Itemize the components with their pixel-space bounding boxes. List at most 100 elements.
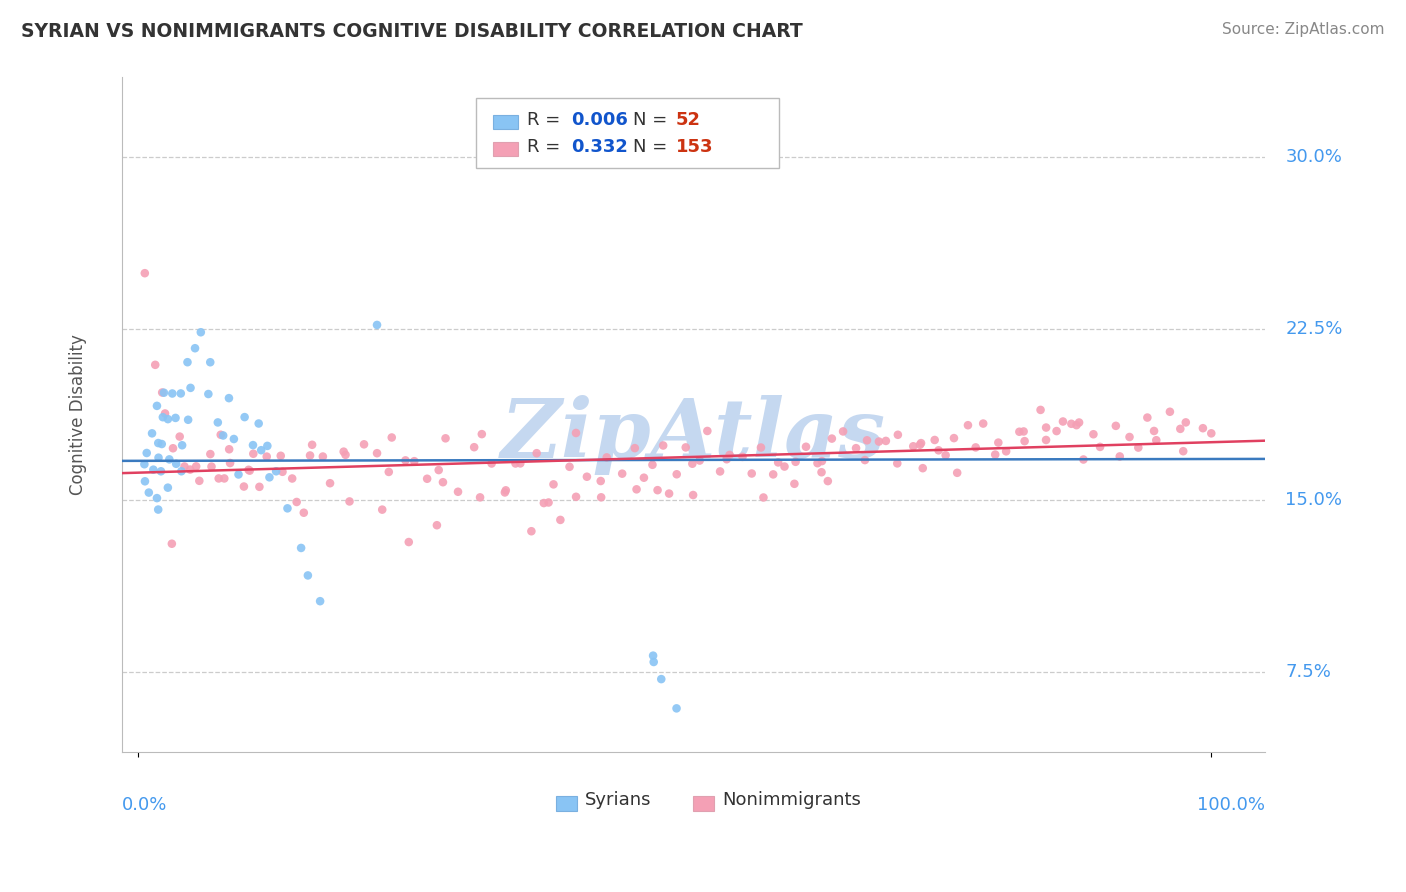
Point	[749, 441, 772, 455]
Point	[142, 463, 165, 477]
Point	[911, 461, 934, 475]
Text: R =: R =	[527, 111, 567, 129]
Point	[821, 432, 844, 446]
Point	[149, 464, 172, 478]
Point	[233, 410, 256, 425]
Point	[908, 438, 931, 452]
Point	[447, 484, 470, 499]
Point	[624, 441, 647, 455]
Point	[177, 413, 200, 427]
Point	[432, 475, 454, 490]
Point	[309, 594, 332, 608]
FancyBboxPatch shape	[555, 796, 576, 811]
Point	[716, 452, 738, 467]
Point	[170, 386, 193, 401]
Point	[647, 483, 669, 498]
Point	[565, 425, 588, 440]
Point	[172, 438, 194, 452]
Point	[134, 457, 156, 471]
Point	[371, 502, 394, 516]
Point	[972, 417, 994, 431]
Point	[875, 434, 897, 448]
Point	[239, 464, 262, 478]
Point	[152, 410, 174, 425]
Point	[398, 535, 420, 549]
Text: N =: N =	[633, 138, 672, 156]
Point	[1012, 425, 1035, 439]
Point	[186, 459, 208, 474]
Point	[335, 448, 357, 462]
Point	[910, 436, 932, 450]
Point	[689, 453, 711, 467]
Point	[1014, 434, 1036, 449]
Point	[558, 459, 581, 474]
Point	[434, 431, 457, 445]
Point	[1073, 452, 1095, 467]
Point	[1067, 416, 1090, 430]
Text: 100.0%: 100.0%	[1197, 796, 1265, 814]
Point	[1088, 440, 1111, 454]
Point	[1035, 420, 1057, 434]
Text: 0.0%: 0.0%	[122, 796, 167, 814]
Text: ZipAtlas: ZipAtlas	[501, 395, 886, 475]
Point	[785, 455, 807, 469]
Point	[165, 411, 187, 425]
Point	[853, 453, 876, 467]
Point	[509, 456, 531, 470]
Point	[709, 465, 731, 479]
Point	[1052, 415, 1074, 429]
Point	[794, 440, 817, 454]
Point	[299, 449, 322, 463]
Point	[134, 266, 156, 280]
Point	[281, 471, 304, 485]
FancyBboxPatch shape	[477, 98, 779, 169]
Point	[1159, 405, 1181, 419]
Point	[903, 439, 925, 453]
Point	[290, 541, 312, 555]
Point	[652, 438, 675, 452]
Point	[956, 418, 979, 433]
Point	[928, 443, 950, 458]
Point	[817, 474, 839, 488]
Point	[339, 494, 361, 508]
Point	[250, 443, 273, 458]
Point	[332, 444, 354, 458]
Point	[575, 469, 598, 483]
Point	[806, 456, 828, 470]
Point	[965, 441, 987, 455]
Point	[259, 470, 281, 484]
Point	[675, 441, 697, 455]
Point	[887, 427, 910, 442]
Point	[731, 450, 754, 464]
Point	[596, 450, 619, 465]
Point	[148, 502, 170, 516]
Point	[247, 480, 270, 494]
Point	[378, 465, 401, 479]
Point	[845, 441, 868, 455]
Point	[150, 385, 173, 400]
Point	[1174, 416, 1197, 430]
Point	[935, 448, 957, 462]
Point	[169, 429, 191, 443]
Point	[312, 450, 335, 464]
Point	[143, 358, 166, 372]
Point	[1105, 418, 1128, 433]
Point	[481, 457, 503, 471]
Point	[141, 426, 163, 441]
Text: N =: N =	[633, 111, 672, 129]
Point	[148, 450, 170, 465]
Point	[165, 457, 187, 471]
Point	[995, 444, 1018, 458]
Point	[612, 467, 634, 481]
Text: Cognitive Disability: Cognitive Disability	[69, 334, 87, 495]
Point	[658, 486, 681, 500]
Text: 15.0%: 15.0%	[1285, 491, 1343, 509]
Point	[1143, 424, 1166, 438]
Point	[232, 479, 254, 493]
Point	[426, 518, 449, 533]
Point	[218, 442, 240, 457]
Point	[264, 464, 287, 478]
Point	[1136, 410, 1159, 425]
Point	[135, 446, 157, 460]
Point	[856, 434, 879, 448]
